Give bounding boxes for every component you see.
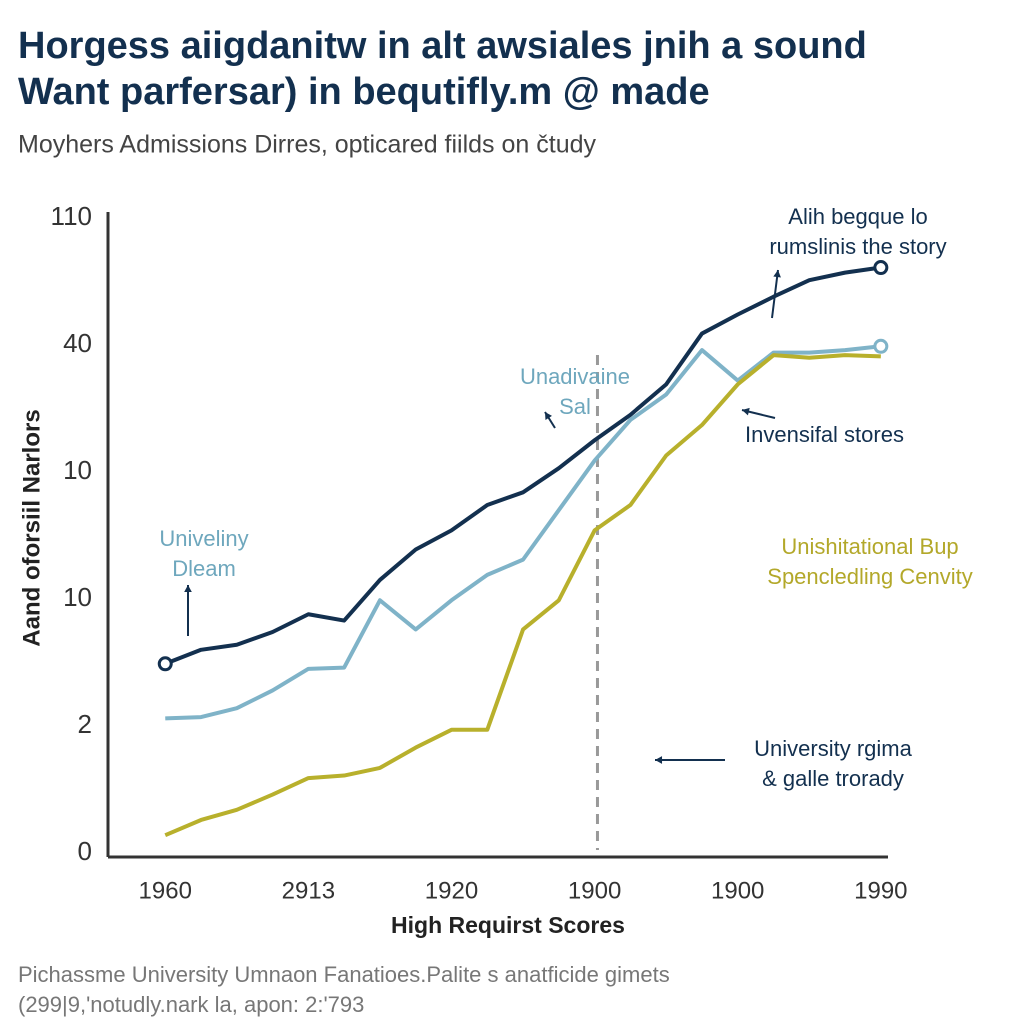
y-axis-label: Aand oforsiil Narlors xyxy=(18,409,45,646)
annotation: Unishitational Bup xyxy=(781,534,958,559)
annotation: Univeliny xyxy=(159,526,248,551)
annotation: rumslinis the story xyxy=(769,234,946,259)
endpoint-marker xyxy=(873,260,889,276)
chart-title: Horgess aiigdanitw in alt awsiales jnih … xyxy=(18,25,867,67)
arrow-head xyxy=(773,270,781,278)
annotation: Spencledling Cenvity xyxy=(767,564,972,589)
x-tick-label: 1990 xyxy=(854,877,907,904)
chart-title: Want parfersar) in bequtifly.m @ made xyxy=(18,71,710,113)
x-axis-label: High Requirst Scores xyxy=(391,912,625,938)
annotation: Dleam xyxy=(172,556,236,581)
annotation-arrow xyxy=(771,269,779,319)
y-tick-label: 110 xyxy=(51,201,92,231)
annotation: Alih begque lo xyxy=(788,204,927,229)
x-tick-label: 1960 xyxy=(139,877,192,904)
annotation: University rgima xyxy=(754,736,912,761)
x-tick-label: 2913 xyxy=(282,877,335,904)
endpoint-marker xyxy=(873,338,889,354)
arrow-head xyxy=(545,412,552,420)
x-tick-label: 1920 xyxy=(425,877,478,904)
subtitle: Moyhers Admissions Dirres, opticared fii… xyxy=(18,131,597,159)
annotation: Sal xyxy=(559,394,591,419)
annotation: Unadivaine xyxy=(520,364,630,389)
data-line xyxy=(164,353,881,838)
data-line xyxy=(165,344,882,721)
x-tick-label: 1900 xyxy=(568,877,621,904)
y-tick-label: 10 xyxy=(63,582,92,612)
footnote: (299|9,'notudly.nark la, apon: 2:'793 xyxy=(18,992,364,1017)
x-tick-label: 1900 xyxy=(711,877,764,904)
y-tick-label: 10 xyxy=(63,455,92,485)
endpoint-marker xyxy=(157,656,173,672)
arrow-head xyxy=(742,407,750,416)
y-tick-label: 2 xyxy=(78,709,92,739)
annotation: & galle trorady xyxy=(762,766,904,791)
data-line xyxy=(164,265,882,666)
arrow-head xyxy=(655,756,663,764)
y-tick-label: 40 xyxy=(63,328,92,358)
arrow-head xyxy=(184,585,192,593)
annotation: Invensifal stores xyxy=(745,422,904,447)
footnote: Pichassme University Umnaon Fanatioes.Pa… xyxy=(18,962,670,987)
y-tick-label: 0 xyxy=(78,836,92,866)
